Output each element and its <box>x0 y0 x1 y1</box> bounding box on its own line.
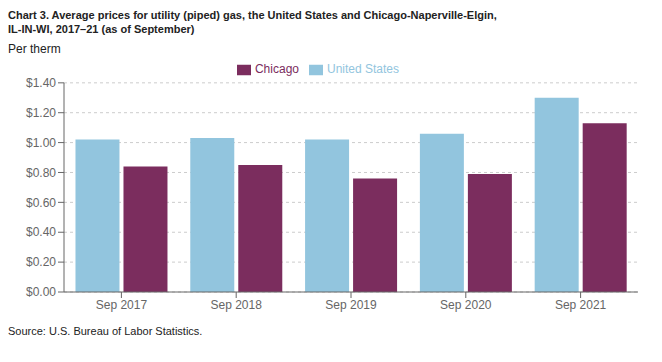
svg-text:$0.40: $0.40 <box>26 225 56 239</box>
html-text:IL-IN-WI, 2017–21 (as of Septe: IL-IN-WI, 2017–21 (as of September) <box>8 23 195 35</box>
html-text:Chicago: Chicago <box>255 62 299 76</box>
svg-text:Sep 2017: Sep 2017 <box>96 298 148 312</box>
html-text:Chart 3. Average prices for ut: Chart 3. Average prices for utility (pip… <box>8 9 497 21</box>
svg-text:$1.40: $1.40 <box>26 76 56 90</box>
svg-text:Sep 2021: Sep 2021 <box>555 298 607 312</box>
svg-text:$0.60: $0.60 <box>26 196 56 210</box>
svg-text:$1.20: $1.20 <box>26 106 56 120</box>
svg-text:$1.00: $1.00 <box>26 136 56 150</box>
html-text:United States: United States <box>327 62 399 76</box>
svg-text:$0.80: $0.80 <box>26 166 56 180</box>
svg-text:Sep 2019: Sep 2019 <box>325 298 377 312</box>
html-text:Source: U.S. Bureau of Labor S: Source: U.S. Bureau of Labor Statistics. <box>8 325 203 337</box>
html-text:Per therm: Per therm <box>8 42 61 56</box>
svg-text:$0.20: $0.20 <box>26 255 56 269</box>
svg-text:Sep 2020: Sep 2020 <box>440 298 492 312</box>
svg-text:Sep 2018: Sep 2018 <box>211 298 263 312</box>
svg-text:$0.00: $0.00 <box>26 285 56 299</box>
